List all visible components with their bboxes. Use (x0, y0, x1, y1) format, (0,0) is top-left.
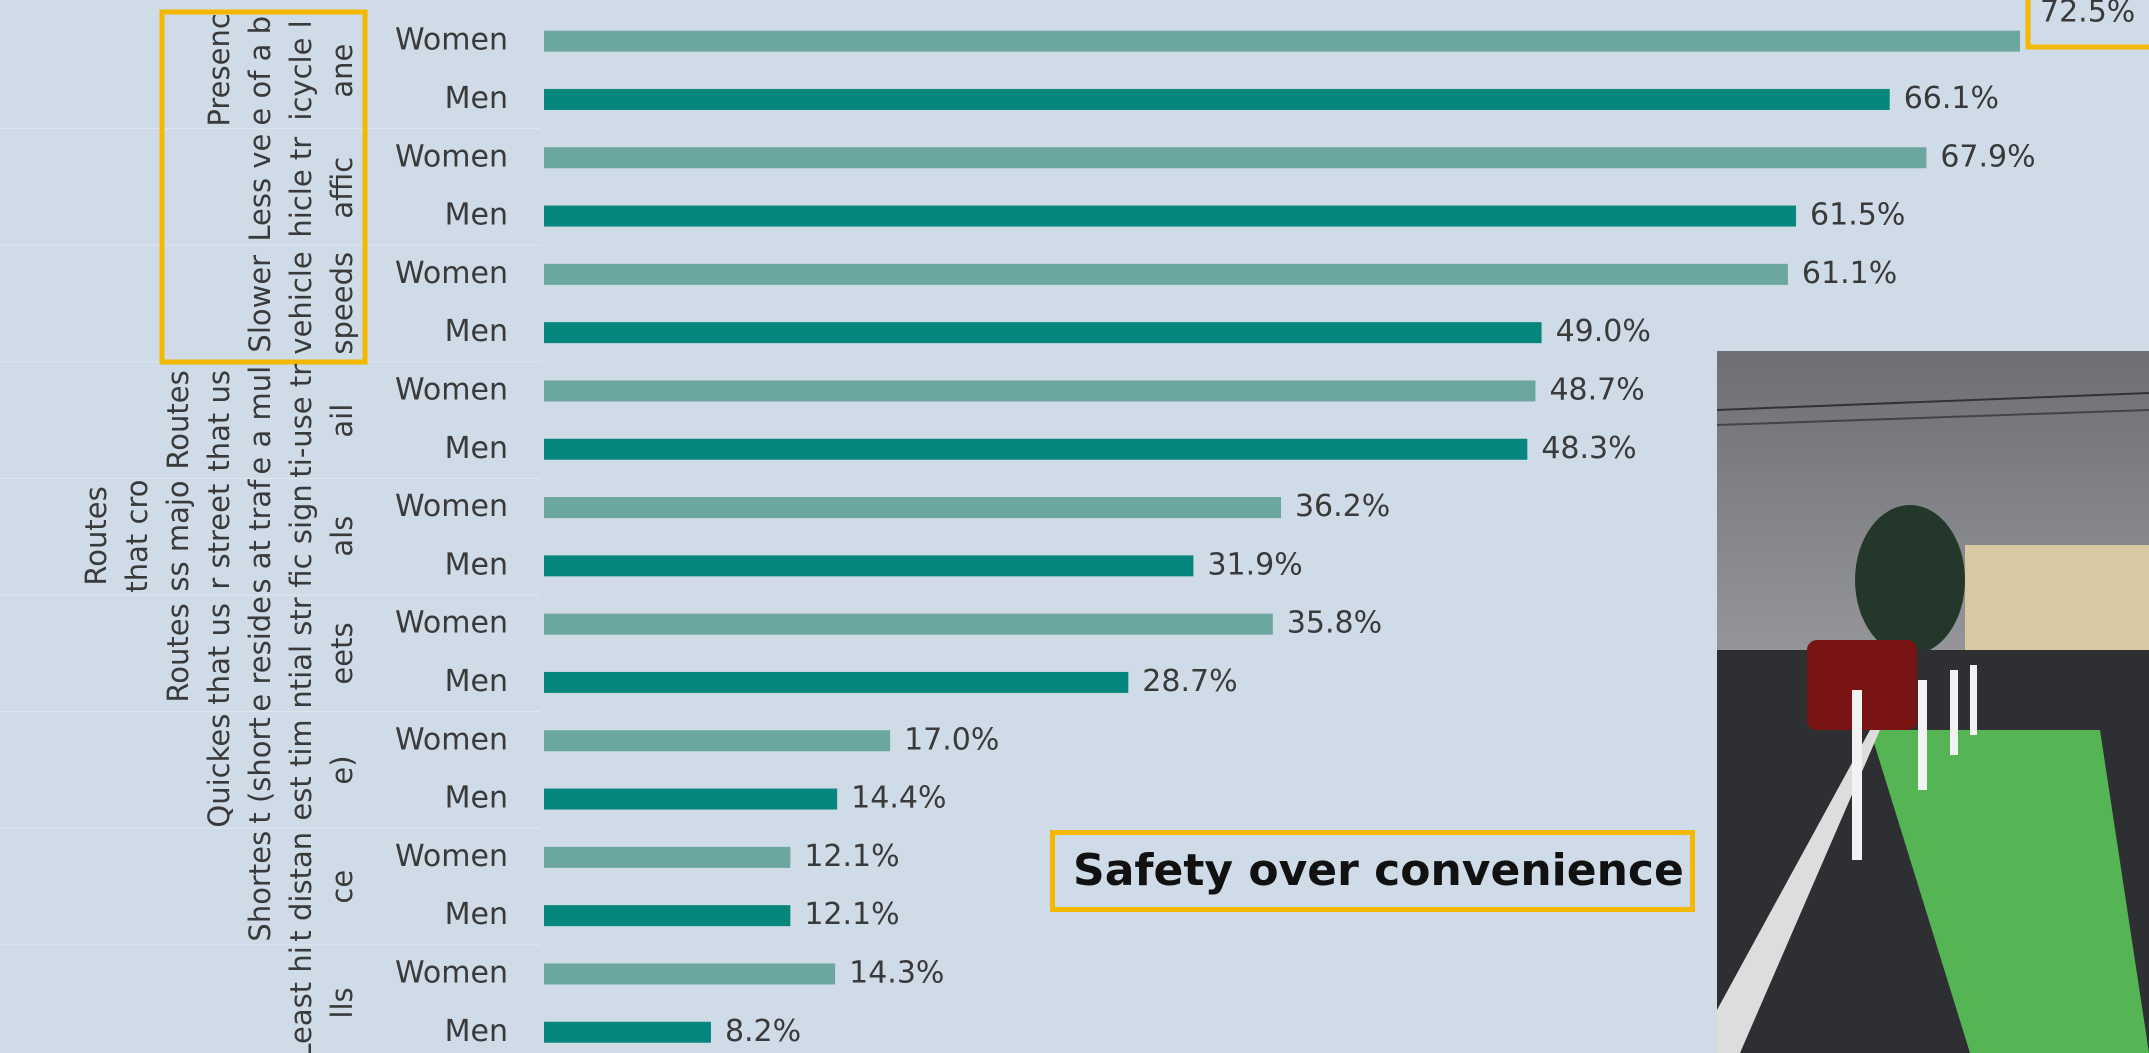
value-label: 35.8% (1287, 606, 1382, 641)
row-label: Women (395, 839, 508, 874)
row-label: Women (395, 256, 508, 291)
bar (544, 671, 1129, 693)
group-label: Routes that cross major streets at traff… (79, 479, 359, 594)
value-label: 36.2% (1295, 489, 1390, 524)
group-label: Slower vehicle speeds (243, 251, 359, 356)
value-label: 31.9% (1207, 547, 1302, 582)
bar (544, 205, 1797, 227)
group-label: Presence of a bicycle lane (202, 13, 359, 127)
value-label: 66.1% (1904, 81, 1999, 116)
row-label: Men (445, 198, 508, 233)
value-label: 17.0% (904, 722, 999, 757)
value-label: 61.5% (1810, 198, 1905, 233)
row-label: Men (445, 431, 508, 466)
bar (544, 438, 1528, 460)
group-label: Shortest distance (243, 831, 359, 942)
bar (544, 322, 1542, 344)
highlight-box (2025, 0, 2149, 50)
bar (544, 905, 791, 927)
group-label: Routes that use residential streets (161, 595, 359, 712)
value-label: 72.5% (2040, 0, 2135, 30)
value-label: 48.7% (1549, 372, 1644, 407)
row-label: Men (445, 1014, 508, 1049)
bar (544, 788, 838, 810)
row-label: Men (445, 547, 508, 582)
bar (544, 30, 2020, 52)
bar (544, 963, 836, 985)
value-label: 8.2% (725, 1014, 801, 1049)
bar (544, 497, 1281, 519)
value-label: 14.3% (849, 955, 944, 990)
bar (544, 555, 1194, 577)
annotation: Safety over convenience (1050, 830, 1695, 912)
row-label: Women (395, 489, 508, 524)
row-label: Men (445, 897, 508, 932)
value-label: 12.1% (804, 839, 899, 874)
photo (1716, 351, 2149, 1053)
bar (544, 88, 1890, 110)
value-label: 61.1% (1802, 256, 1897, 291)
highlight-box (159, 9, 368, 365)
row-label: Women (395, 139, 508, 174)
bar (544, 730, 891, 752)
row-label: Men (445, 664, 508, 699)
bar (544, 1021, 711, 1043)
bar (544, 613, 1273, 635)
value-label: 28.7% (1142, 664, 1237, 699)
row-label: Women (395, 606, 508, 641)
group-label: Least hills (284, 946, 359, 1053)
group-label: Routes that use a multi-use trail (161, 363, 359, 477)
row-label: Women (395, 955, 508, 990)
row-label: Women (395, 23, 508, 58)
group-label: Quickest (shortest time) (202, 712, 359, 827)
value-label: 14.4% (851, 781, 946, 816)
value-label: 67.9% (1940, 139, 2035, 174)
group-label: Less vehicle traffic (243, 132, 359, 241)
value-label: 49.0% (1556, 314, 1651, 349)
bar (544, 380, 1536, 402)
value-label: 12.1% (804, 897, 899, 932)
row-label: Women (395, 722, 508, 757)
row-label: Men (445, 81, 508, 116)
value-label: 48.3% (1541, 431, 1636, 466)
row-label: Men (445, 314, 508, 349)
bar (544, 147, 1927, 169)
bar (544, 263, 1788, 285)
row-label: Men (445, 781, 508, 816)
row-label: Women (395, 372, 508, 407)
bar (544, 846, 791, 868)
